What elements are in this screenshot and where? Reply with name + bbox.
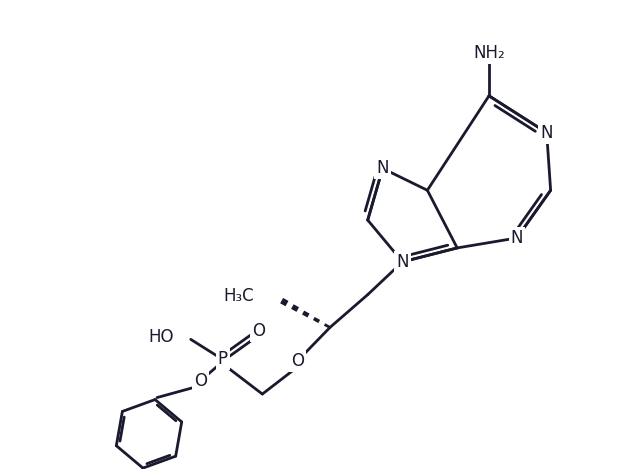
Text: O: O: [291, 352, 303, 370]
Text: N: N: [396, 253, 409, 271]
Text: O: O: [252, 322, 265, 340]
Text: H₃C: H₃C: [224, 287, 254, 305]
Text: P: P: [218, 350, 228, 368]
Text: N: N: [511, 229, 523, 247]
Text: HO: HO: [148, 329, 174, 346]
Text: N: N: [376, 159, 389, 177]
Text: N: N: [540, 124, 553, 141]
Text: NH₂: NH₂: [473, 44, 505, 62]
Text: O: O: [194, 372, 207, 390]
